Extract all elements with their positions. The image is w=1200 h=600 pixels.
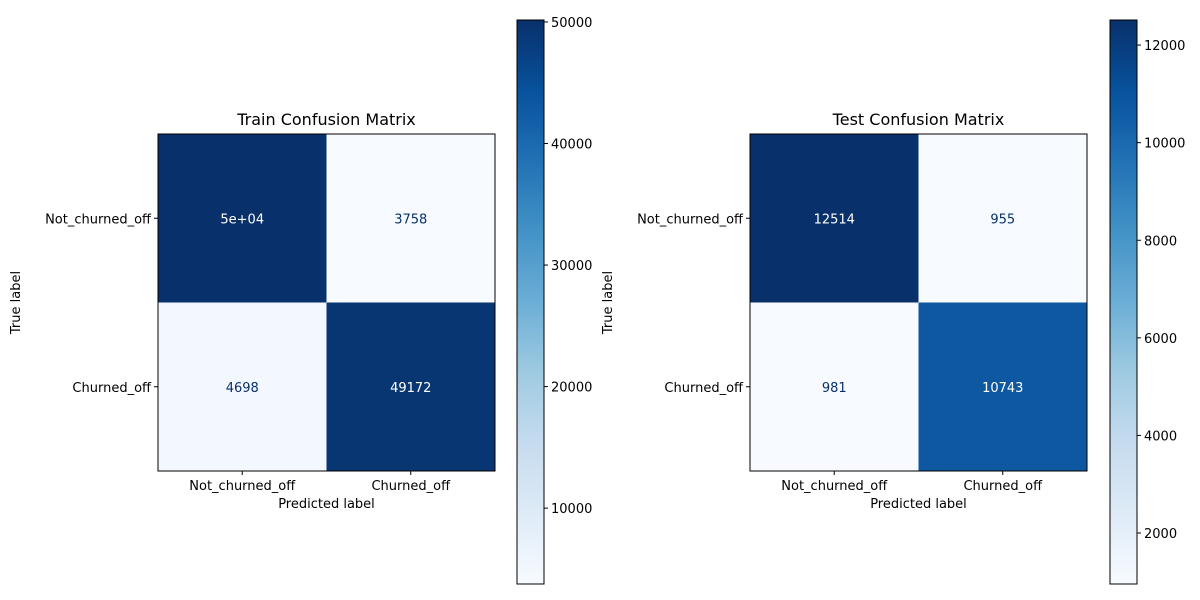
axes-frame [749,133,1088,472]
confusion-matrix-panel-test: 12514 955 981 10743 Test Confusion Matrix Not… [601,19,1185,585]
colorbar-tick-label: 40000 [551,138,592,153]
colorbar-tick-label: 50000 [551,16,592,31]
cell-value-label: 4698 [226,381,259,396]
colorbar-tick-label: 30000 [551,259,592,274]
colorbar-tick-label: 10000 [1144,137,1185,152]
cell-value-label: 10743 [982,381,1023,396]
colorbar-tick-label: 10000 [551,502,592,517]
colorbar-tick-label: 6000 [1144,332,1177,347]
cell-value-label: 3758 [394,212,427,227]
y-axis-label: True label [601,271,616,335]
colorbar-tick-label: 4000 [1144,429,1177,444]
y-tick-label: Not_churned_off [637,212,744,227]
x-axis-label: Predicted label [278,497,375,512]
x-tick-label: Not_churned_off [781,479,888,494]
axes-frame [157,133,496,472]
colorbar-tick-label: 20000 [551,381,592,396]
colorbar [516,19,545,585]
cell-value-label: 12514 [814,212,855,227]
confusion-matrix-panel-train: 5e+04 3758 4698 49172 Train Confusion Matrix… [9,16,592,585]
y-axis-label: True label [9,271,24,335]
matrix-cell [326,302,495,471]
y-tick-label: Churned_off [664,381,744,396]
x-tick-label: Churned_off [371,479,451,494]
colorbar-tick-label: 8000 [1144,234,1177,249]
matrix-cell [750,134,919,303]
x-axis-label: Predicted label [870,497,967,512]
cell-value-label: 981 [822,381,847,396]
colorbar-tick-label: 2000 [1144,527,1177,542]
matrix-cell [750,302,919,471]
colorbar [1109,19,1138,585]
matrix-cell [158,134,327,303]
matrix-cell [918,302,1087,471]
matrix-cell [326,134,495,303]
chart-title: Train Confusion Matrix [236,110,416,129]
x-tick-label: Not_churned_off [189,479,296,494]
x-tick-label: Churned_off [963,479,1043,494]
chart-title: Test Confusion Matrix [832,110,1005,129]
cell-value-label: 5e+04 [220,212,264,227]
matrix-cell [918,134,1087,303]
y-tick-label: Churned_off [72,381,152,396]
cell-value-label: 49172 [390,381,431,396]
colorbar-tick-label: 12000 [1144,39,1185,54]
matrix-cell [158,302,327,471]
cell-value-label: 955 [990,212,1015,227]
y-tick-label: Not_churned_off [45,212,152,227]
